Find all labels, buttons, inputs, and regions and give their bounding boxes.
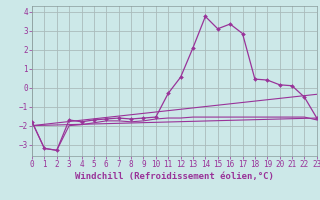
- X-axis label: Windchill (Refroidissement éolien,°C): Windchill (Refroidissement éolien,°C): [75, 172, 274, 181]
